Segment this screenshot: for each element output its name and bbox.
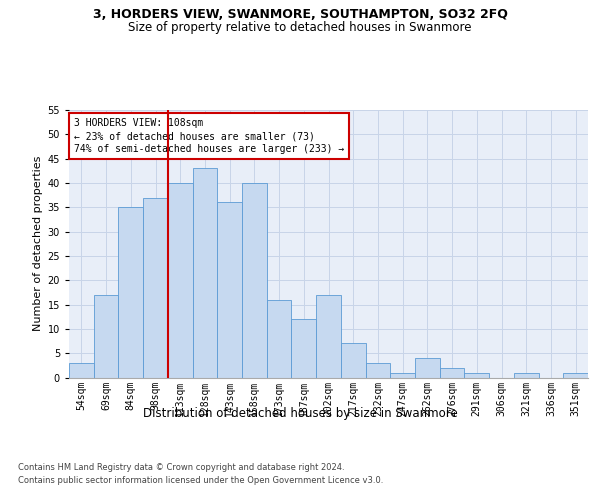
Text: Contains HM Land Registry data © Crown copyright and database right 2024.: Contains HM Land Registry data © Crown c… bbox=[18, 462, 344, 471]
Y-axis label: Number of detached properties: Number of detached properties bbox=[34, 156, 43, 332]
Bar bbox=[69, 363, 94, 378]
Bar bbox=[390, 372, 415, 378]
Text: 3, HORDERS VIEW, SWANMORE, SOUTHAMPTON, SO32 2FQ: 3, HORDERS VIEW, SWANMORE, SOUTHAMPTON, … bbox=[92, 8, 508, 20]
Bar bbox=[440, 368, 464, 378]
Bar bbox=[316, 295, 341, 378]
Bar bbox=[341, 344, 365, 378]
Bar bbox=[365, 363, 390, 378]
Bar bbox=[193, 168, 217, 378]
Bar bbox=[292, 319, 316, 378]
Bar bbox=[242, 183, 267, 378]
Bar bbox=[415, 358, 440, 378]
Text: Contains public sector information licensed under the Open Government Licence v3: Contains public sector information licen… bbox=[18, 476, 383, 485]
Bar bbox=[217, 202, 242, 378]
Bar bbox=[514, 372, 539, 378]
Text: Size of property relative to detached houses in Swanmore: Size of property relative to detached ho… bbox=[128, 22, 472, 35]
Bar bbox=[118, 208, 143, 378]
Text: 3 HORDERS VIEW: 108sqm
← 23% of detached houses are smaller (73)
74% of semi-det: 3 HORDERS VIEW: 108sqm ← 23% of detached… bbox=[74, 118, 344, 154]
Bar bbox=[464, 372, 489, 378]
Text: Distribution of detached houses by size in Swanmore: Distribution of detached houses by size … bbox=[143, 408, 457, 420]
Bar bbox=[94, 295, 118, 378]
Bar bbox=[143, 198, 168, 378]
Bar bbox=[168, 183, 193, 378]
Bar bbox=[267, 300, 292, 378]
Bar bbox=[563, 372, 588, 378]
